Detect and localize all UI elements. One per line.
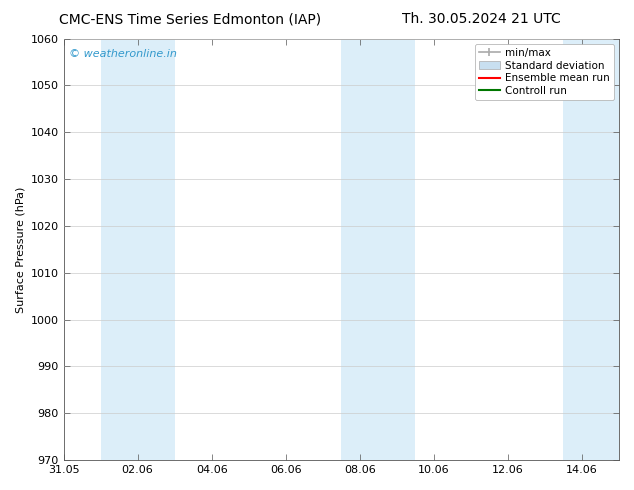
- Text: CMC-ENS Time Series Edmonton (IAP): CMC-ENS Time Series Edmonton (IAP): [59, 12, 321, 26]
- Text: © weatheronline.in: © weatheronline.in: [69, 49, 177, 59]
- Legend: min/max, Standard deviation, Ensemble mean run, Controll run: min/max, Standard deviation, Ensemble me…: [475, 44, 614, 100]
- Text: Th. 30.05.2024 21 UTC: Th. 30.05.2024 21 UTC: [403, 12, 561, 26]
- Bar: [341, 39, 415, 460]
- Bar: [564, 39, 619, 460]
- Bar: [101, 39, 174, 460]
- Y-axis label: Surface Pressure (hPa): Surface Pressure (hPa): [15, 186, 25, 313]
